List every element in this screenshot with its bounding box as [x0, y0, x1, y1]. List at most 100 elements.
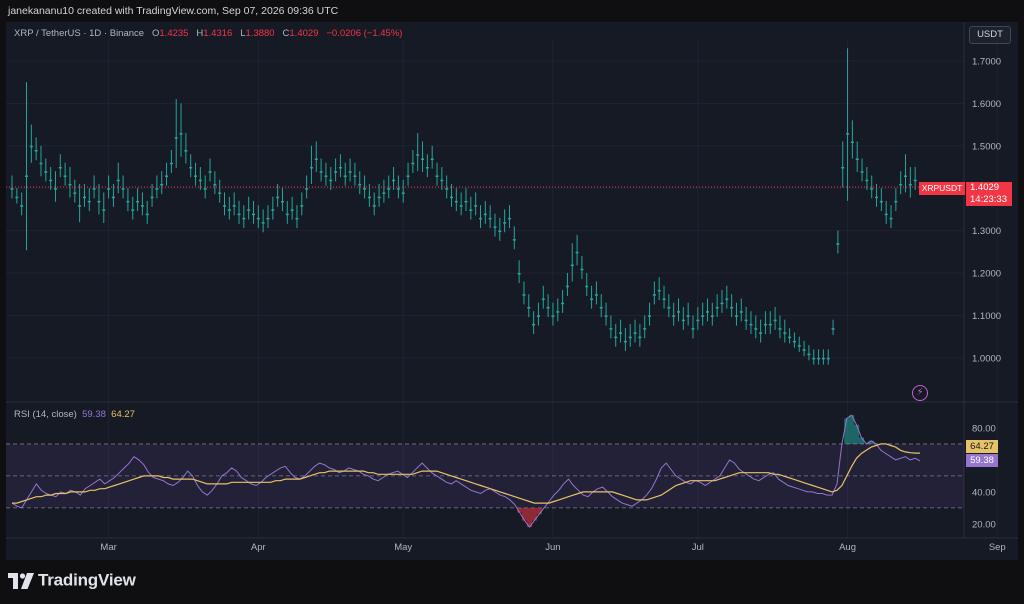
- candle-body: [662, 298, 666, 300]
- candle-body: [488, 217, 492, 220]
- rsi-overbought-fill: [844, 415, 874, 444]
- candle-body: [493, 226, 497, 228]
- candle-body: [203, 188, 207, 190]
- time-tick-label: Apr: [251, 542, 266, 553]
- candle-body: [329, 179, 333, 182]
- candle-body: [759, 332, 763, 334]
- open-value: 1.4235: [159, 28, 189, 39]
- candle-body: [121, 188, 125, 190]
- candle-body: [382, 192, 386, 194]
- candle-body: [136, 200, 140, 203]
- candle-body: [768, 323, 772, 326]
- tradingview-logo[interactable]: TradingView: [8, 570, 136, 592]
- candle-body: [111, 196, 115, 199]
- candle-body: [338, 166, 342, 169]
- price-tick-label: 1.3000: [972, 226, 1001, 237]
- candle-body: [416, 154, 420, 156]
- candle-body: [97, 200, 101, 203]
- candle-body: [92, 188, 96, 190]
- candle-body: [913, 179, 917, 182]
- candle-body: [474, 205, 478, 207]
- currency-button[interactable]: USDT: [969, 26, 1011, 44]
- candle-body: [116, 179, 120, 182]
- candle-body: [251, 213, 255, 216]
- candle-body: [82, 196, 86, 199]
- candle-body: [150, 196, 154, 199]
- candle-body: [744, 319, 748, 322]
- lightning-icon[interactable]: ⚡: [912, 385, 928, 401]
- candle-body: [812, 357, 816, 360]
- candle-body: [860, 171, 864, 173]
- candle-body: [53, 188, 57, 190]
- candle-body: [392, 179, 396, 182]
- tradingview-logo-icon: [8, 572, 34, 589]
- candle-body: [594, 294, 598, 296]
- time-tick-label: Jul: [692, 542, 704, 553]
- candle-body: [266, 217, 270, 220]
- candle-body: [276, 196, 280, 199]
- candle-body: [421, 158, 425, 161]
- candle-body: [826, 357, 830, 360]
- rsi-value: 59.38: [82, 409, 106, 420]
- candle-body: [237, 213, 241, 216]
- candle-body: [189, 166, 193, 169]
- candle-body: [290, 209, 294, 211]
- candle-body: [87, 200, 91, 203]
- candle-body: [725, 298, 729, 300]
- candle-body: [884, 213, 888, 216]
- candle-body: [604, 315, 608, 317]
- candle-body: [445, 188, 449, 190]
- grid-lines: [6, 22, 1018, 539]
- ohlc-legend: XRP / TetherUS · 1D · Binance O1.4235 H1…: [14, 28, 402, 39]
- candle-body: [155, 188, 159, 190]
- rsi-oversold-fill: [517, 507, 542, 528]
- candle-body: [454, 200, 458, 203]
- change-value: −0.0206 (−1.45%): [326, 28, 403, 39]
- candle-body: [247, 209, 251, 211]
- rsi-line: [11, 414, 921, 528]
- candle-body: [372, 205, 376, 207]
- candle-body: [879, 200, 883, 203]
- candle-body: [425, 166, 429, 169]
- candle-body: [102, 209, 106, 211]
- candle-body: [24, 175, 28, 177]
- candle-body: [527, 306, 531, 309]
- candle-body: [280, 200, 284, 203]
- price-tick-label: 1.2000: [972, 269, 1001, 280]
- candle-body: [546, 306, 550, 309]
- rsi-tick-label: 80.00: [972, 423, 996, 434]
- candle-body: [160, 183, 164, 186]
- candle-body: [875, 196, 879, 199]
- price-tick-label: 1.1000: [972, 311, 1001, 322]
- candle-body: [324, 175, 328, 177]
- candle-body: [401, 192, 405, 194]
- candle-body: [681, 319, 685, 322]
- candle-body: [483, 213, 487, 216]
- candle-body: [710, 315, 714, 317]
- candle-body: [846, 133, 850, 135]
- candle-body: [715, 306, 719, 309]
- time-tick-label: Aug: [839, 542, 856, 553]
- candle-body: [749, 323, 753, 326]
- high-label: H: [196, 28, 204, 39]
- candle-body: [841, 166, 845, 169]
- header-caption: janekananu10 created with TradingView.co…: [8, 5, 339, 17]
- candle-body: [667, 306, 671, 309]
- candle-body: [34, 150, 38, 152]
- candle-body: [406, 175, 410, 177]
- candle-body: [377, 196, 381, 199]
- candle-body: [396, 188, 400, 190]
- candle-body: [450, 196, 454, 199]
- candle-body: [314, 158, 318, 161]
- time-tick-label: Sep: [989, 542, 1006, 553]
- candle-body: [614, 336, 618, 339]
- time-tick-label: Mar: [100, 542, 116, 553]
- candle-body: [691, 328, 695, 330]
- rsi-tick-label: 20.00: [972, 519, 996, 530]
- rsi-label[interactable]: RSI (14, close): [14, 409, 77, 420]
- close-label: C: [282, 28, 290, 39]
- last-price-value: 1.4029: [970, 182, 1000, 193]
- rsi-ma-value: 64.27: [111, 409, 135, 420]
- symbol-label[interactable]: XRP / TetherUS · 1D · Binance: [14, 28, 145, 39]
